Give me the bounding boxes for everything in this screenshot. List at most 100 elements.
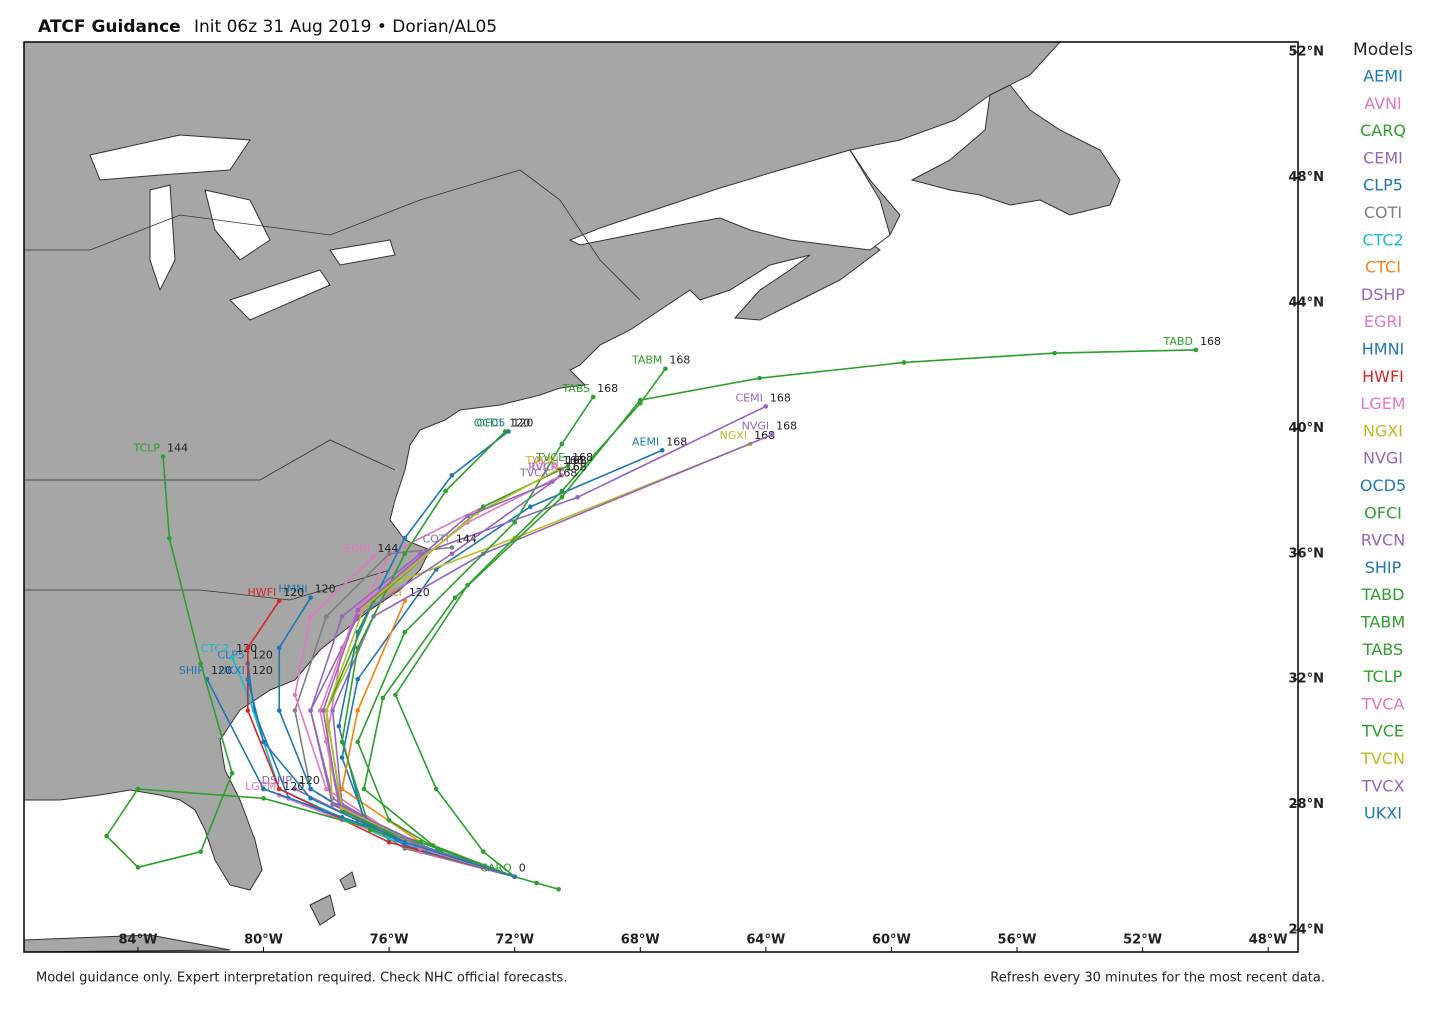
legend-item: OCD5 [1360,476,1406,495]
track-point [198,849,204,854]
x-tick-label: 60°W [872,933,911,948]
footer-refresh: Refresh every 30 minutes for the most re… [990,971,1325,986]
track-model-label: TVCX [519,467,550,480]
track-point [637,400,643,406]
legend-item: CLP5 [1363,176,1403,195]
legend-item: NGXI [1363,421,1403,440]
track-point [245,676,251,682]
track-point [465,513,470,519]
legend-item: CTC2 [1362,230,1403,249]
track-hour-label: 120 [252,664,273,677]
track-point [336,723,342,729]
y-tick-label: 36°N [1289,546,1324,561]
track-point [355,676,361,682]
track-model-label: CLP5 [217,649,244,662]
track-point [590,394,596,400]
track-point [276,708,282,713]
track-point [663,366,668,372]
track-point [355,739,361,745]
track-model-label: CEMI [735,391,762,404]
track-hour-label: 120 [211,664,232,677]
track-hour-label: 144 [377,542,398,555]
track-point [556,466,561,472]
track-model-label: HMNI [278,583,307,596]
legend-item: RVCN [1361,531,1405,550]
legend-item: COTI [1364,203,1402,222]
track-model-label: TABD [1163,335,1193,348]
track-model-label: OFCI [476,416,502,429]
track-point [418,839,423,845]
track-model-label: EGRI [344,542,370,555]
axes: 84°W 80°W 76°W 72°W 68°W 64°W 60°W 56°W 52°W 48°W… [118,45,1324,952]
track-point [198,661,204,666]
x-tick-label: 80°W [244,933,283,948]
track-point [769,432,775,437]
track-point [339,755,345,760]
track-model-label: TVCA [528,460,559,473]
track-point [763,404,769,409]
legend-item: TVCE [1361,722,1404,741]
legend-item: OFCI [1364,503,1402,522]
track-point [167,535,172,541]
track-point [757,375,762,381]
track-point [308,614,313,619]
track-point [308,786,313,792]
legend-item: TABD [1361,585,1405,604]
track-point [559,473,565,478]
track-hour-label: 168 [556,467,577,480]
track-model-label: TABM [631,354,662,367]
track-point [261,739,266,745]
track-hour-label: 168 [666,435,687,448]
track-point [534,880,539,886]
track-point [481,504,486,510]
track-point [229,654,235,660]
great-lakes [89,134,396,321]
track-point [512,874,518,880]
track-point [901,360,907,365]
track-point [386,839,392,845]
track-point [261,796,266,801]
track-point [559,488,565,494]
track-point [465,582,470,588]
track-point [556,886,561,892]
land [24,42,1061,891]
legend-item: NVGI [1363,449,1403,468]
track-point [402,535,408,541]
track-point [336,802,342,807]
track-point [261,786,266,792]
track-hour-label: 120 [283,586,304,599]
track-point [308,595,313,600]
track-point [330,802,335,807]
track-point [1052,350,1057,356]
track-point [355,708,361,713]
track-point [449,473,455,478]
track-point [393,692,398,698]
track-model-label: AVNI [533,454,559,467]
track-point [449,551,455,557]
newfoundland [910,84,1121,216]
track-point [135,865,141,870]
track-point [276,645,282,651]
track-point [276,598,282,604]
track-point [292,786,298,792]
track-point [565,463,571,469]
model-track [394,368,667,878]
gulf-st-lawrence [568,149,891,251]
track-point [229,770,235,776]
track-point [443,488,448,494]
track-hour-label: 168 [669,354,690,367]
track-point [512,520,518,525]
legend-item: AVNI [1364,94,1402,113]
track-hour-label: 168 [572,451,593,464]
track-model-label: NVGI [742,420,770,433]
track-point [104,833,109,839]
legend-item: TVCN [1360,749,1405,768]
track-point [559,441,565,447]
track-point [245,708,251,713]
legend-item: DSHP [1361,285,1406,304]
track-point [449,545,455,550]
track-hour-label: 168 [770,391,791,404]
track-hour-label: 144 [456,532,477,545]
